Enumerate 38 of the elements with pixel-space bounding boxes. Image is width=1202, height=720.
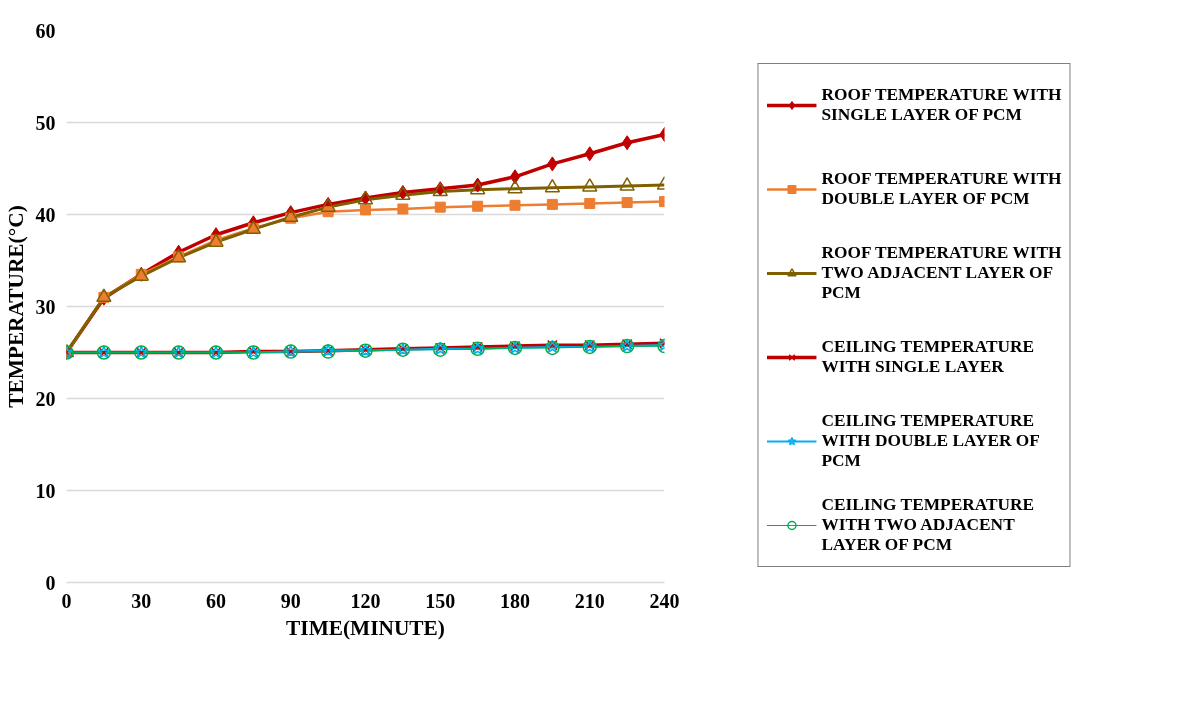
legend-label: CEILING TEMPERATURE WITH SINGLE LAYER xyxy=(821,336,1035,378)
point xyxy=(582,178,598,192)
y-tick-label: 50 xyxy=(35,111,56,134)
y-tick-label: 20 xyxy=(35,387,56,410)
point xyxy=(434,201,446,213)
y-tick-label: 10 xyxy=(35,479,56,502)
legend-label: ROOF TEMPERATURE WITH TWO ADJACENT LAYER OF PCM xyxy=(821,242,1062,304)
point xyxy=(546,198,558,210)
x-axis-title: TIME(MINUTE) xyxy=(286,615,445,640)
point xyxy=(509,169,521,185)
point xyxy=(544,178,561,193)
point xyxy=(509,199,521,211)
y-tick-label: 40 xyxy=(35,203,56,226)
y-tick-label: 0 xyxy=(45,571,56,594)
point xyxy=(621,135,633,151)
y-axis-title: TEMPERATURE(°C) xyxy=(3,205,28,408)
point xyxy=(472,200,484,212)
point xyxy=(507,179,523,194)
y-tick-label: 30 xyxy=(35,295,56,318)
legend-label: CEILING TEMPERATURE WITH DOUBLE LAYER OF PCM xyxy=(821,410,1040,472)
x-tick-label: 240 xyxy=(649,589,680,612)
legend-label: CEILING TEMPERATURE WITH TWO ADJACENT LAYER OF PCM xyxy=(821,494,1035,556)
legend-label: ROOF TEMPERATURE WITH DOUBLE LAYER OF PCM xyxy=(821,168,1062,210)
x-tick-label: 30 xyxy=(131,589,152,612)
x-tick-label: 150 xyxy=(425,589,456,612)
point xyxy=(360,204,371,216)
x-tick-label: 90 xyxy=(280,589,301,612)
x-tick-label: 60 xyxy=(206,589,226,612)
x-tick-label: 210 xyxy=(574,589,605,612)
point xyxy=(621,197,633,209)
point xyxy=(619,177,635,191)
x-tick-label: 0 xyxy=(61,589,72,612)
y-tick-label: 60 xyxy=(35,19,56,42)
x-tick-label: 180 xyxy=(500,589,530,612)
x-tick-label: 120 xyxy=(350,589,381,612)
point xyxy=(397,203,409,215)
legend-label: ROOF TEMPERATURE WITH SINGLE LAYER OF PCM xyxy=(821,84,1062,126)
point xyxy=(584,197,596,209)
